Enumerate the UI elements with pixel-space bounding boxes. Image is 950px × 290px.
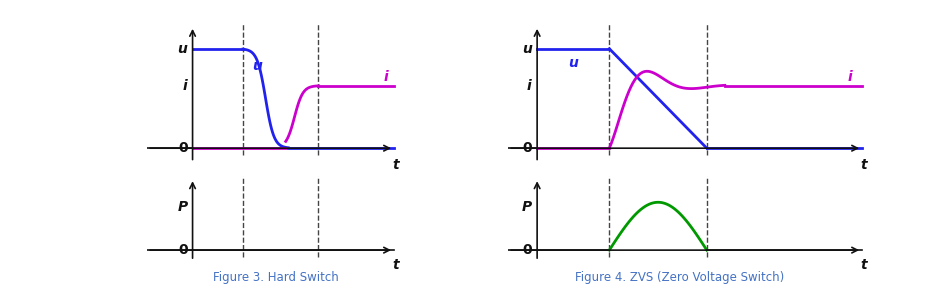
Text: t: t xyxy=(861,158,867,172)
Text: t: t xyxy=(392,258,399,272)
Text: i: i xyxy=(527,79,532,93)
Text: 0: 0 xyxy=(178,243,187,257)
Text: Figure 4. ZVS (Zero Voltage Switch): Figure 4. ZVS (Zero Voltage Switch) xyxy=(575,271,784,284)
Text: u: u xyxy=(522,42,532,56)
Text: u: u xyxy=(568,56,579,70)
Text: t: t xyxy=(392,158,399,172)
Text: t: t xyxy=(861,258,867,272)
Text: u: u xyxy=(178,42,187,56)
Text: i: i xyxy=(384,70,389,84)
Text: i: i xyxy=(182,79,187,93)
Text: 0: 0 xyxy=(522,243,532,257)
Text: u: u xyxy=(252,59,261,73)
Text: P: P xyxy=(522,200,532,214)
Text: Figure 3. Hard Switch: Figure 3. Hard Switch xyxy=(213,271,338,284)
Text: 0: 0 xyxy=(522,141,532,155)
Text: P: P xyxy=(178,200,187,214)
Text: i: i xyxy=(847,70,852,84)
Text: 0: 0 xyxy=(178,141,187,155)
